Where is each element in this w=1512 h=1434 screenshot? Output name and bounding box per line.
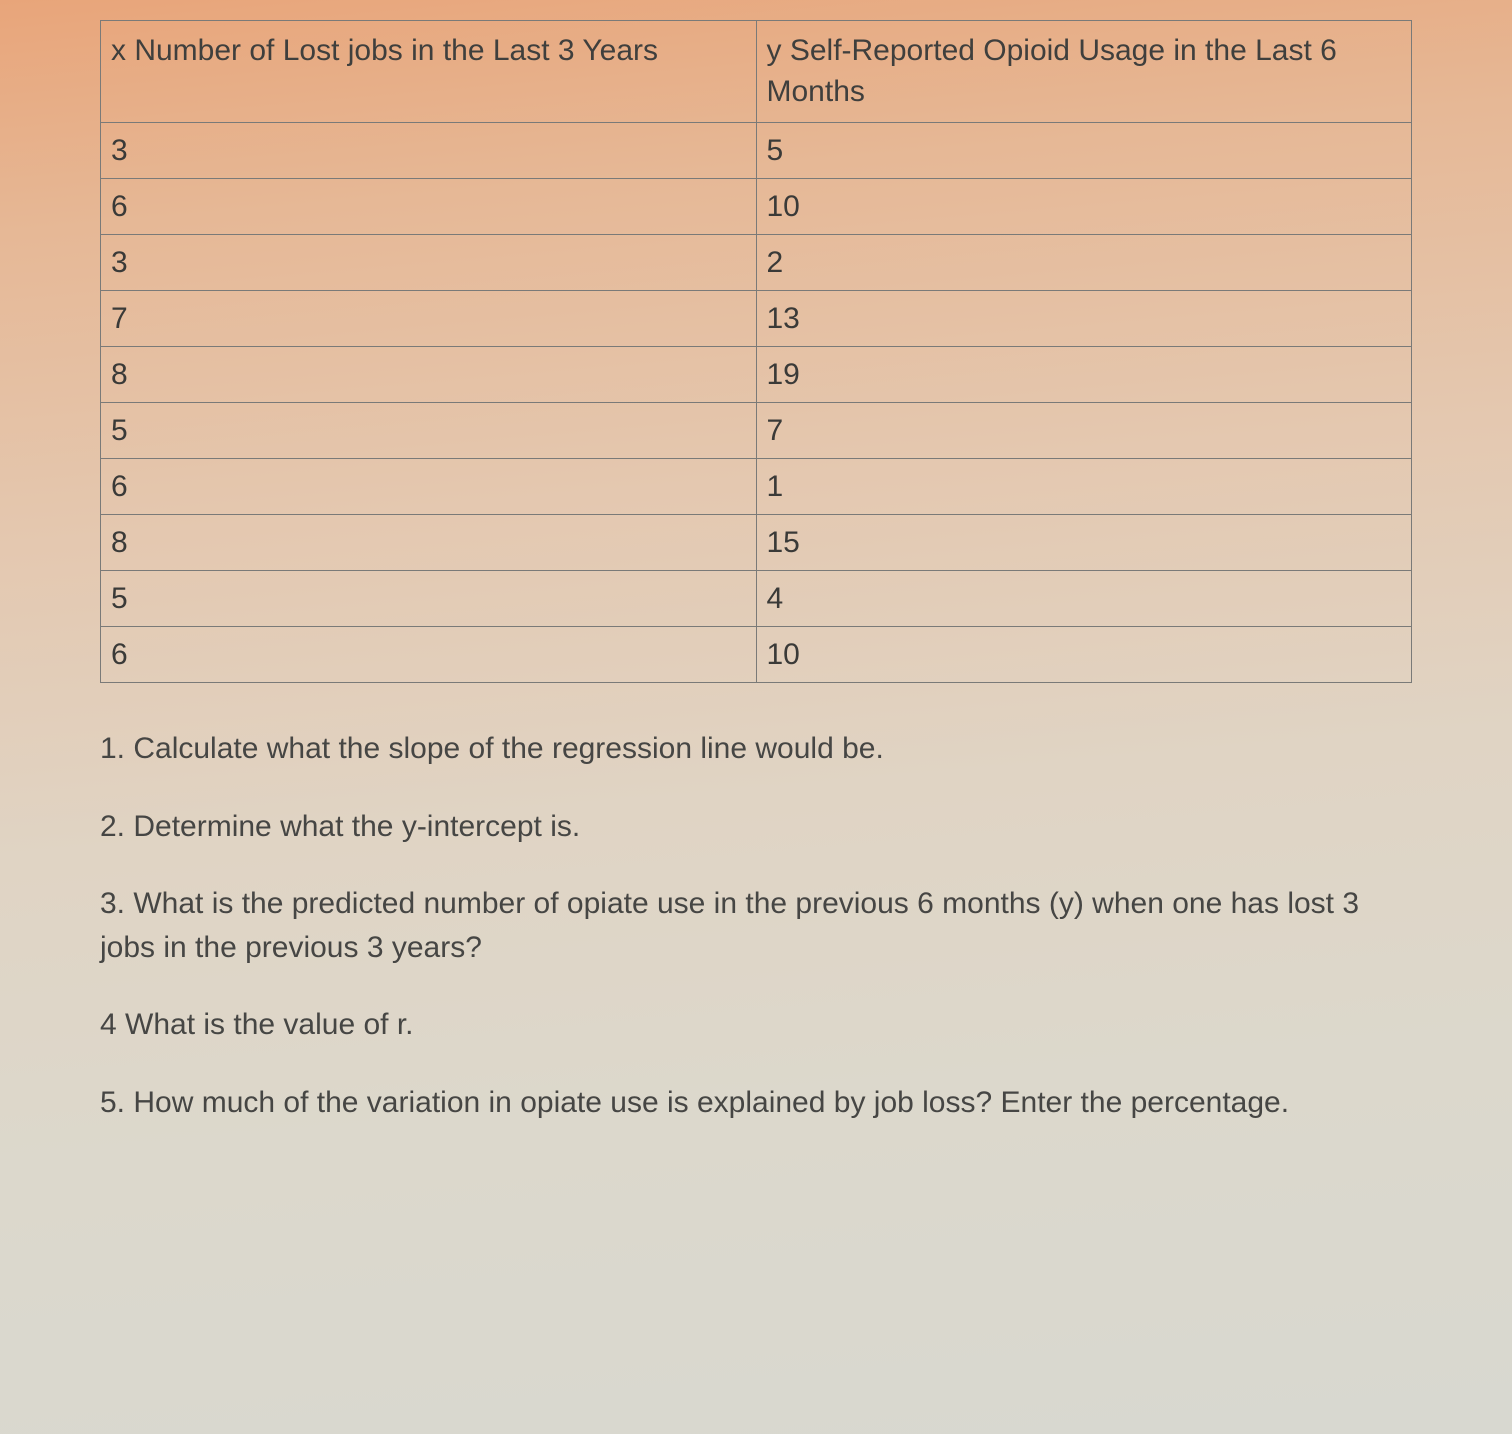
- table-row: 6 10: [101, 179, 1412, 235]
- cell-x: 5: [101, 403, 757, 459]
- table-row: 5 7: [101, 403, 1412, 459]
- cell-x: 6: [101, 179, 757, 235]
- cell-y: 4: [756, 571, 1412, 627]
- page-content: x Number of Lost jobs in the Last 3 Year…: [0, 20, 1512, 1218]
- cell-y: 10: [756, 179, 1412, 235]
- cell-y: 19: [756, 347, 1412, 403]
- table-header-row: x Number of Lost jobs in the Last 3 Year…: [101, 21, 1412, 123]
- table-row: 7 13: [101, 291, 1412, 347]
- table-row: 8 15: [101, 515, 1412, 571]
- cell-x: 3: [101, 235, 757, 291]
- questions-list: 1. Calculate what the slope of the regre…: [100, 727, 1412, 1124]
- cell-x: 7: [101, 291, 757, 347]
- cell-y: 1: [756, 459, 1412, 515]
- question-1: 1. Calculate what the slope of the regre…: [100, 727, 1412, 771]
- header-y: y Self-Reported Opioid Usage in the Last…: [756, 21, 1412, 123]
- table-row: 6 10: [101, 627, 1412, 683]
- cell-x: 6: [101, 627, 757, 683]
- question-5: 5. How much of the variation in opiate u…: [100, 1081, 1412, 1125]
- question-4: 4 What is the value of r.: [100, 1003, 1412, 1047]
- question-3: 3. What is the predicted number of opiat…: [100, 882, 1412, 969]
- table-row: 6 1: [101, 459, 1412, 515]
- data-table: x Number of Lost jobs in the Last 3 Year…: [100, 20, 1412, 683]
- table-row: 5 4: [101, 571, 1412, 627]
- cell-x: 5: [101, 571, 757, 627]
- cell-x: 8: [101, 347, 757, 403]
- table-row: 3 5: [101, 123, 1412, 179]
- header-x: x Number of Lost jobs in the Last 3 Year…: [101, 21, 757, 123]
- cell-x: 8: [101, 515, 757, 571]
- cell-x: 3: [101, 123, 757, 179]
- cell-x: 6: [101, 459, 757, 515]
- cell-y: 2: [756, 235, 1412, 291]
- cell-y: 7: [756, 403, 1412, 459]
- table-row: 3 2: [101, 235, 1412, 291]
- question-2: 2. Determine what the y-intercept is.: [100, 805, 1412, 849]
- cell-y: 5: [756, 123, 1412, 179]
- cell-y: 15: [756, 515, 1412, 571]
- table-row: 8 19: [101, 347, 1412, 403]
- cell-y: 13: [756, 291, 1412, 347]
- cell-y: 10: [756, 627, 1412, 683]
